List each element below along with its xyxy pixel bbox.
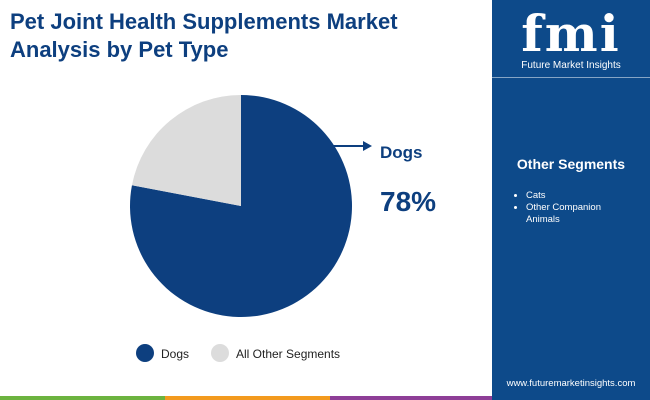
- segments-list: CatsOther Companion Animals: [514, 190, 636, 226]
- legend: Dogs All Other Segments: [136, 344, 340, 362]
- sidebar: fmi Future Market Insights Other Segment…: [492, 0, 650, 396]
- website: www.futuremarketinsights.com: [506, 378, 636, 389]
- annotation-label: Dogs: [380, 143, 423, 162]
- annotation-arrowhead: [363, 141, 372, 151]
- legend-swatch: [136, 344, 154, 362]
- legend-label: All Other Segments: [236, 347, 340, 361]
- strip-orange: [165, 396, 330, 400]
- pie: [129, 95, 353, 317]
- pie-slice: [131, 95, 241, 206]
- chart: Dogs 78% Dogs All Other Segments: [129, 95, 436, 362]
- strip-purple: [330, 396, 492, 400]
- segments-heading: Other Segments: [516, 156, 626, 172]
- segment-item: Cats: [526, 190, 636, 202]
- legend-swatch: [211, 344, 229, 362]
- color-strip: [0, 396, 650, 400]
- legend-label: Dogs: [161, 347, 189, 361]
- logo: fmi: [521, 4, 621, 63]
- brand: Future Market Insights: [521, 60, 621, 71]
- annotation-value: 78%: [380, 186, 436, 217]
- strip-green: [0, 396, 165, 400]
- separator: [492, 77, 650, 78]
- strip-blue: [492, 396, 650, 400]
- chart-title: Pet Joint Health Supplements Market Anal…: [10, 9, 398, 62]
- segment-item: Other Companion Animals: [526, 202, 636, 226]
